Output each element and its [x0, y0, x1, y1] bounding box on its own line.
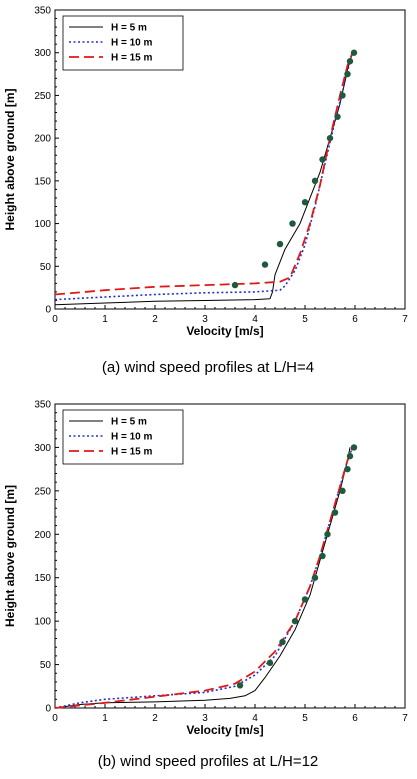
x-tick-label: 2 [152, 314, 158, 325]
legend-box [62, 15, 184, 71]
y-axis-title: Height above ground [m] [3, 485, 17, 627]
x-tick-label: 3 [202, 314, 208, 325]
x-tick-label: 1 [102, 314, 108, 325]
series-line-dotted [54, 447, 354, 709]
x-axis-title: Velocity [m/s] [186, 723, 263, 737]
x-tick-label: 5 [302, 713, 308, 724]
data-point-measured [331, 509, 339, 516]
data-point-measured [301, 199, 309, 206]
series-line-dashed [54, 52, 354, 296]
data-point-measured [339, 487, 346, 495]
series-line-dashed [54, 447, 354, 709]
data-point-measured [301, 596, 309, 603]
legend-label: H = 15 m [111, 53, 153, 64]
data-point-measured [339, 92, 346, 99]
y-tick-label: 200 [34, 134, 51, 145]
data-point-measured [319, 552, 326, 560]
figure-caption: (b) wind speed profiles at L/H=12 [98, 753, 319, 770]
x-tick-label: 4 [252, 713, 258, 724]
legend-label: H = 10 m [111, 38, 153, 49]
x-tick-label: 5 [302, 314, 308, 325]
x-tick-label: 6 [352, 314, 358, 325]
series-line-dotted [54, 52, 354, 301]
y-tick-label: 50 [40, 660, 52, 671]
data-point-measured [231, 281, 239, 289]
y-tick-label: 300 [34, 443, 51, 454]
data-point-measured [350, 444, 358, 451]
legend-label: H = 5 m [111, 417, 147, 428]
x-tick-label: 7 [402, 713, 408, 724]
y-tick-label: 350 [34, 6, 51, 17]
x-tick-label: 3 [202, 713, 208, 724]
figure-caption: (a) wind speed profiles at L/H=4 [102, 359, 314, 376]
data-point-measured [289, 220, 296, 227]
x-tick-label: 0 [52, 713, 58, 724]
y-tick-label: 150 [34, 176, 51, 187]
y-tick-label: 100 [34, 617, 51, 628]
data-point-measured [319, 156, 326, 163]
y-tick-label: 250 [34, 486, 51, 497]
x-tick-label: 1 [102, 713, 108, 724]
chart-panel-b: 0 1 2 3 4 5 6 7 0 50 100 150 200 250 300 350 Velocity [m… [3, 400, 408, 771]
y-tick-label: 100 [34, 219, 51, 230]
y-tick-label: 0 [45, 704, 51, 715]
data-point-measured [266, 659, 274, 667]
x-tick-label: 7 [402, 314, 408, 325]
data-point-measured [311, 574, 319, 581]
plot-frame [54, 9, 406, 310]
y-tick-label: 150 [34, 573, 51, 584]
x-tick-label: 6 [352, 713, 358, 724]
y-tick-label: 50 [40, 262, 52, 273]
series-line-solid [54, 447, 351, 709]
y-tick-label: 250 [34, 91, 51, 102]
data-point-measured [344, 465, 351, 473]
y-tick-label: 0 [45, 305, 51, 316]
chart-panel-a: 0 1 2 3 4 5 6 7 0 50 100 150 200 250 300 350 Velocity [m… [3, 6, 408, 377]
data-point-measured [344, 70, 351, 78]
x-tick-label: 4 [252, 314, 258, 325]
data-point-measured [276, 240, 284, 248]
data-point-measured [236, 682, 244, 689]
x-tick-label: 0 [52, 314, 58, 325]
y-tick-label: 200 [34, 530, 51, 541]
data-point-measured [350, 49, 358, 56]
y-tick-label: 300 [34, 48, 51, 59]
legend-label: H = 10 m [111, 432, 153, 443]
y-axis-title: Height above ground [m] [3, 89, 17, 231]
data-point-measured [279, 638, 286, 646]
data-point-measured [324, 531, 331, 538]
data-point-measured [326, 134, 334, 142]
data-point-measured [346, 58, 354, 65]
y-tick-label: 350 [34, 400, 51, 411]
data-point-measured [334, 113, 341, 120]
data-point-measured [311, 177, 319, 185]
x-axis-title: Velocity [m/s] [186, 324, 263, 338]
data-point-measured [261, 261, 269, 268]
data-point-measured [291, 617, 299, 625]
data-point-measured [346, 452, 354, 460]
legend-box [62, 409, 184, 465]
plot-frame [54, 403, 406, 709]
legend-label: H = 15 m [111, 447, 153, 458]
x-tick-label: 2 [152, 713, 158, 724]
series-line-solid [54, 52, 353, 306]
legend-label: H = 5 m [111, 23, 147, 34]
